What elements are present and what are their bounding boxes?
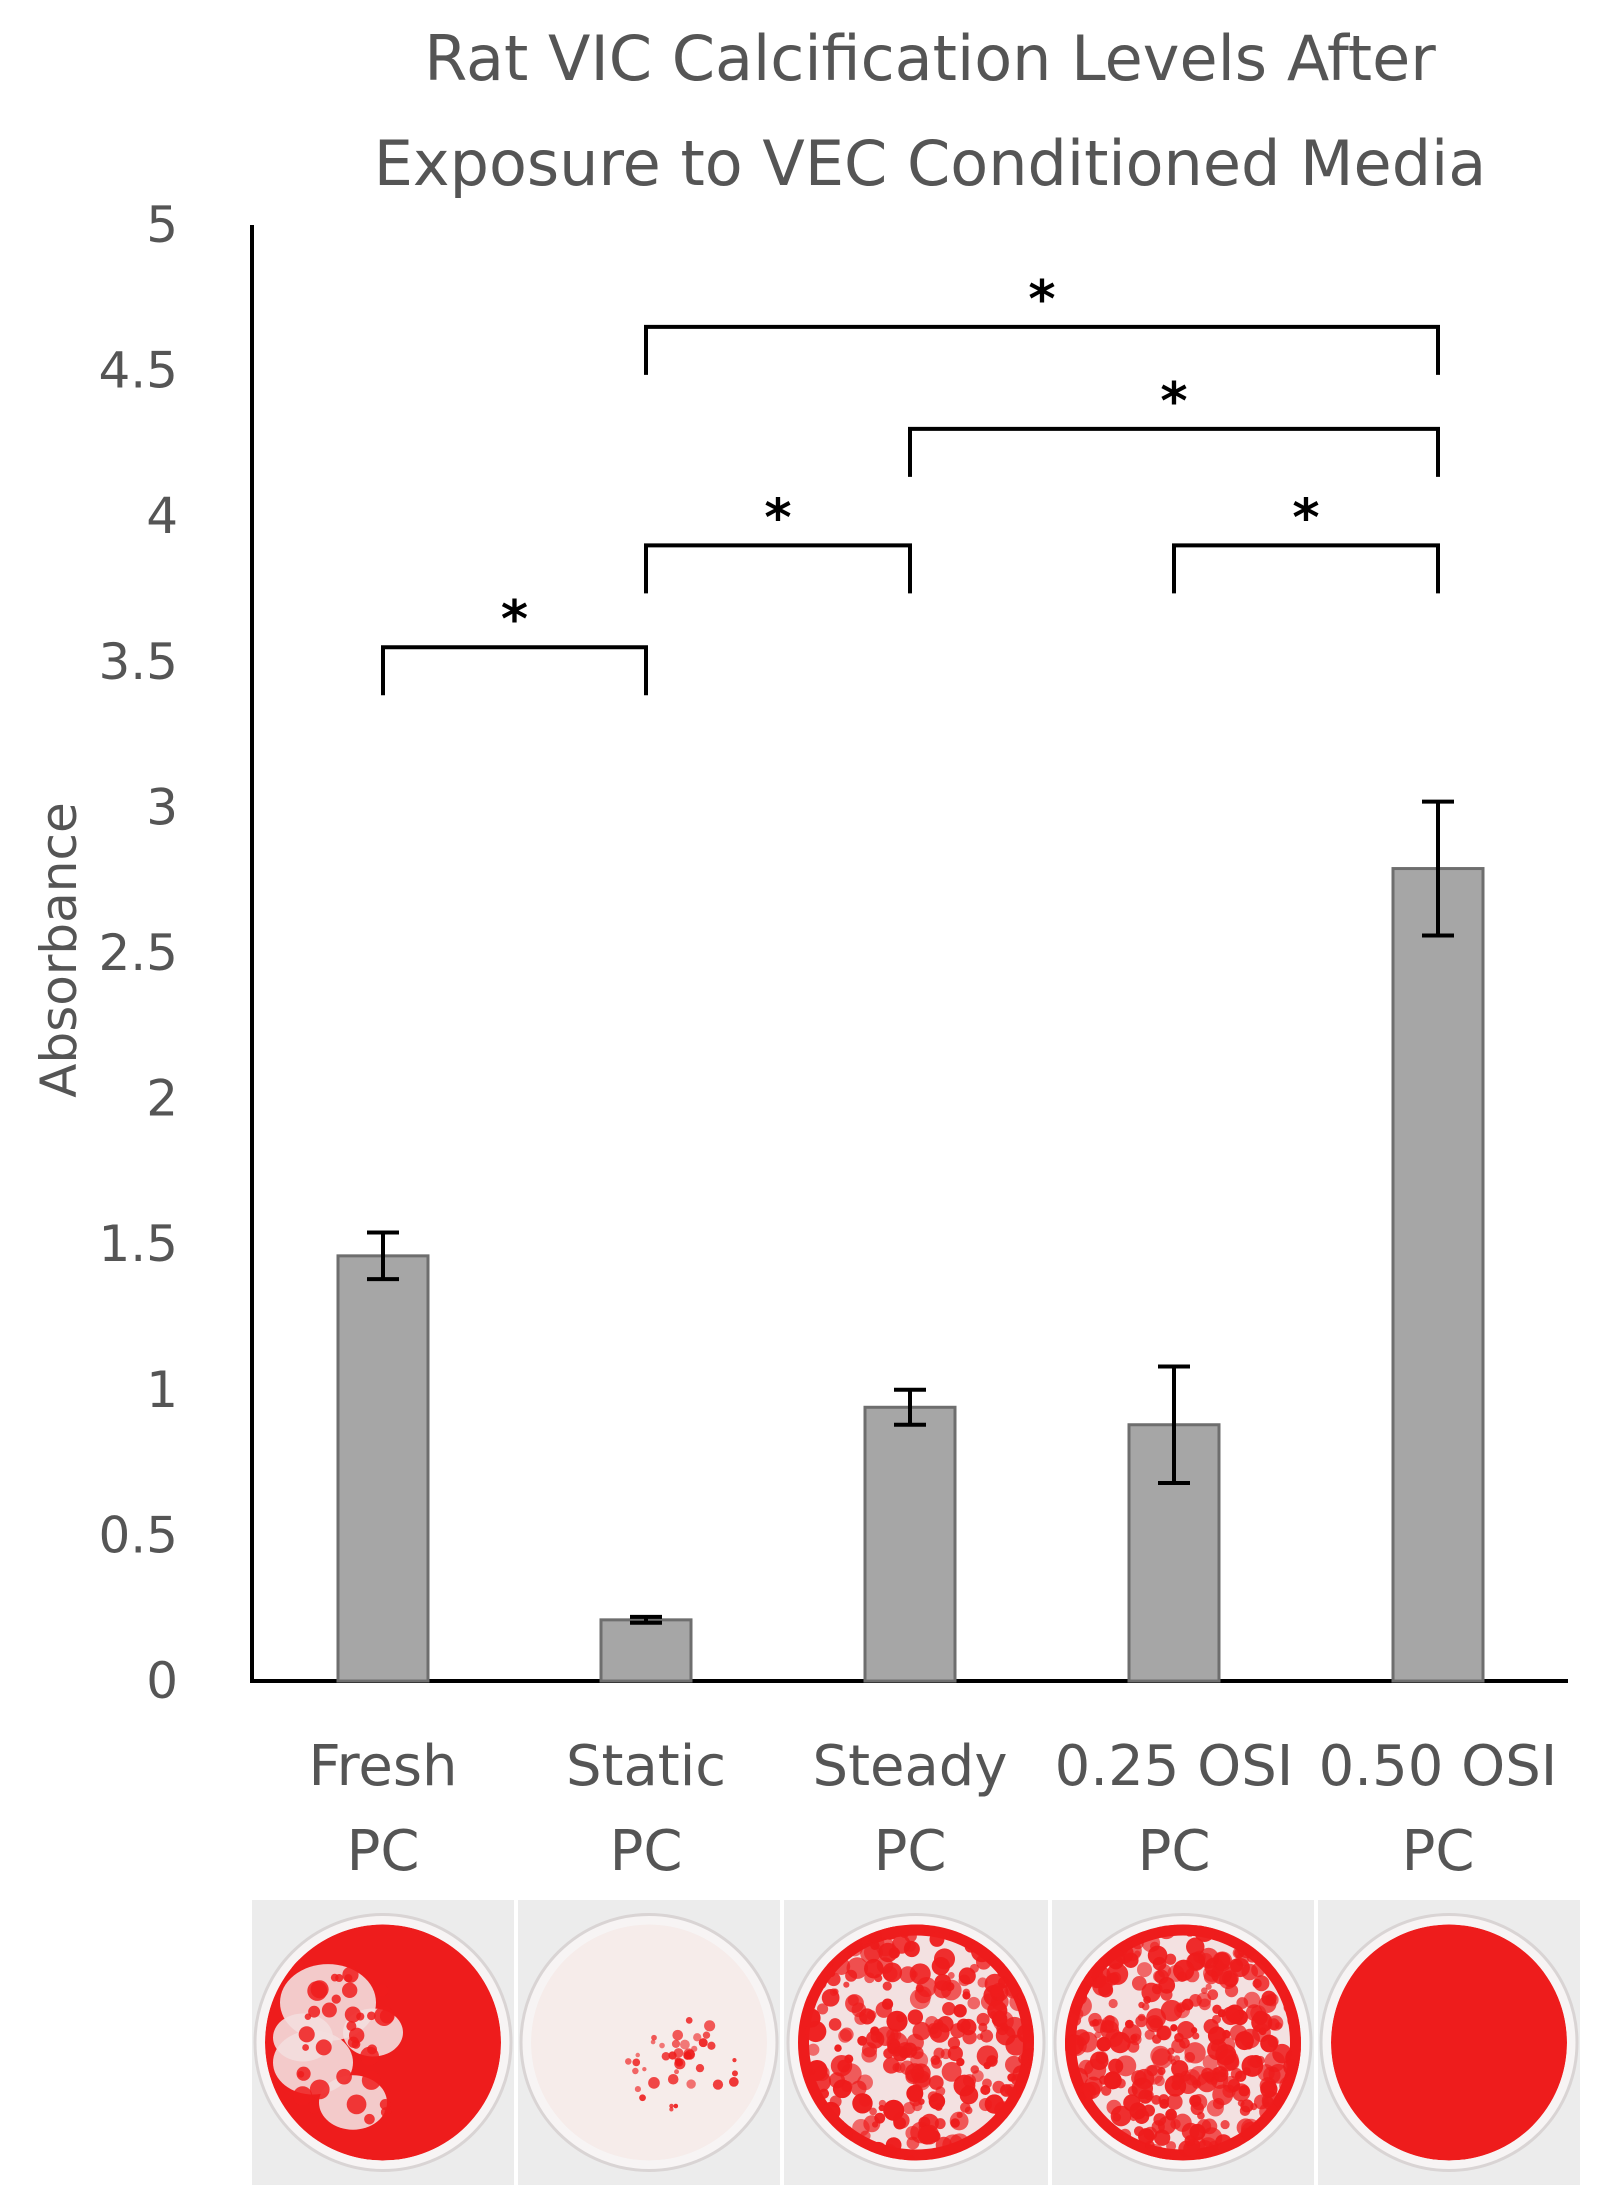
significance-brackets: * * * * *: [381, 270, 1440, 696]
category-label-line-2: PC: [1402, 1819, 1475, 1884]
y-tick-label: 1: [146, 1361, 178, 1419]
category-labels: Fresh PC Static PC Steady PC 0.25 OSI PC 0.50 OS…: [308, 1734, 1557, 1884]
significance-bracket: *: [908, 372, 1440, 477]
category-label-line-1: Static: [566, 1734, 726, 1799]
category-label-line-2: PC: [874, 1819, 947, 1884]
y-tick-label: 0: [146, 1652, 178, 1710]
y-tick-label: 1.5: [98, 1215, 178, 1273]
category-label-line-1: 0.50 OSI: [1319, 1734, 1558, 1799]
y-tick-labels: 0 0.5 1 1.5 2 2.5 3 3.5 4 4.5 5: [98, 196, 178, 1710]
y-tick-label: 3.5: [98, 633, 178, 691]
category-label-line-1: Fresh: [308, 1734, 457, 1799]
significance-star: *: [764, 488, 791, 548]
y-tick-label: 2.5: [98, 924, 178, 982]
significance-star: *: [1028, 270, 1055, 330]
category-label-line-2: PC: [1138, 1819, 1211, 1884]
osi-025-pc-well: [1052, 1900, 1314, 2185]
bar: [863, 1405, 957, 1683]
y-tick-label: 4.5: [98, 342, 178, 400]
error-bar: [367, 1230, 399, 1282]
chart-title-line-2: Exposure to VEC Conditioned Media: [374, 127, 1487, 200]
error-bar: [1158, 1364, 1190, 1485]
significance-bracket: *: [381, 590, 648, 696]
static-pc-well: [518, 1900, 780, 2185]
significance-star: *: [1160, 372, 1187, 432]
significance-bracket: *: [644, 488, 912, 594]
error-bar: [894, 1387, 926, 1427]
category-label-line-1: Steady: [813, 1734, 1008, 1799]
category-label-line-2: PC: [610, 1819, 683, 1884]
steady-pc-well: [784, 1900, 1048, 2185]
well-images: [252, 1900, 1580, 2185]
category-label-line-2: PC: [347, 1819, 420, 1884]
bar: [599, 1618, 693, 1683]
error-bar: [630, 1614, 662, 1625]
significance-star: *: [501, 590, 528, 650]
fresh-pc-well: [252, 1900, 514, 2185]
significance-star: *: [1292, 488, 1319, 548]
y-tick-label: 3: [146, 778, 178, 836]
y-tick-label: 5: [146, 196, 178, 254]
y-tick-label: 2: [146, 1070, 178, 1128]
chart-title-line-1: Rat VIC Calcification Levels After: [424, 22, 1436, 95]
significance-bracket: *: [644, 270, 1440, 375]
bars: [336, 867, 1485, 1683]
y-axis-label: Absorbance: [30, 802, 88, 1097]
y-tick-label: 0.5: [98, 1506, 178, 1564]
error-bar: [1422, 799, 1454, 938]
bar: [1391, 867, 1485, 1683]
y-tick-label: 4: [146, 487, 178, 545]
error-bars: [367, 799, 1454, 1625]
bar: [336, 1254, 430, 1683]
category-label-line-1: 0.25 OSI: [1055, 1734, 1294, 1799]
significance-bracket: *: [1172, 488, 1440, 594]
osi-050-pc-well: [1318, 1900, 1580, 2185]
